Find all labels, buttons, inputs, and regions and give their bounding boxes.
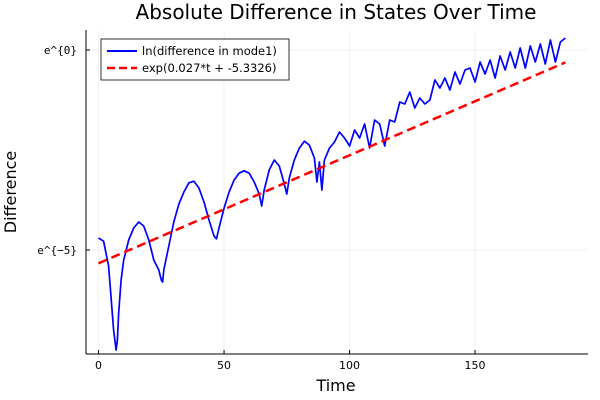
x-tick-label: 50 — [217, 359, 231, 372]
legend: ln(difference in mode1) exp(0.027*t + -5… — [100, 38, 290, 81]
tick-labels: 0 50 100 150 e^{−5} e^{0} — [37, 44, 485, 372]
x-tick-label: 100 — [339, 359, 360, 372]
y-tick-label: e^{−5} — [37, 244, 77, 257]
x-tick-label: 0 — [95, 359, 102, 372]
plot-series — [98, 37, 566, 351]
legend-label-series-2: exp(0.027*t + -5.3326) — [142, 61, 276, 75]
legend-box — [100, 38, 290, 81]
x-axis-label: Time — [315, 376, 355, 395]
series-line-2 — [98, 61, 566, 265]
chart-title: Absolute Difference in States Over Time — [136, 0, 537, 24]
series-line-1 — [98, 37, 566, 351]
legend-label-series-1: ln(difference in mode1) — [142, 44, 277, 58]
y-axis-label: Difference — [1, 151, 20, 233]
y-tick-label: e^{0} — [44, 44, 77, 57]
x-tick-label: 150 — [465, 359, 486, 372]
axes — [85, 30, 588, 355]
